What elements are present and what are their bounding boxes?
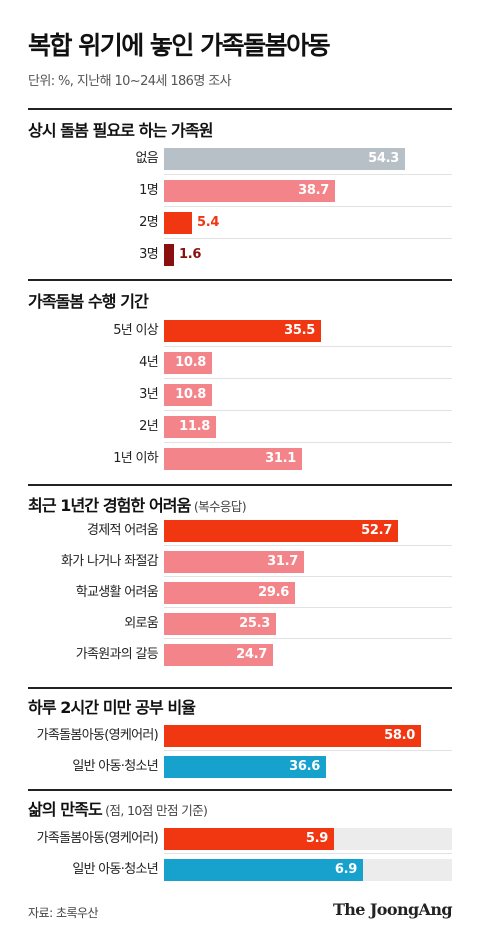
data-label: 10.8 [175,355,206,370]
bar [164,320,321,342]
row-separator [164,238,452,239]
section-divider [28,279,452,281]
section-divider [28,789,452,791]
data-label: 31.1 [265,451,296,466]
category-label: 없음 [135,151,158,166]
category-label: 3년 [139,387,159,402]
category-label: 가족돌봄아동(영케어러) [36,728,159,743]
data-label: 35.5 [284,323,315,338]
row-separator [164,545,452,546]
data-label: 29.6 [258,585,289,600]
row-separator [164,442,452,443]
section-divider [28,484,452,486]
bar [164,756,326,778]
section-title-text: 상시 돌봄 필요로 하는 가족원 [28,121,213,140]
data-label: 54.3 [368,151,399,166]
section-title: 삶의 만족도 (점, 10점 만점 기준) [28,796,208,820]
bar [164,180,335,202]
bar [164,828,334,850]
row-separator [164,576,452,577]
bar [164,859,363,881]
data-label: 10.8 [175,387,206,402]
section-note: (복수응답) [190,499,247,514]
row-separator [164,750,452,751]
data-label: 31.7 [267,554,298,569]
category-label: 일반 아동·청소년 [72,759,158,774]
row-separator [164,378,452,379]
row-separator [164,206,452,207]
row-separator [164,607,452,608]
section-title: 하루 2시간 미만 공부 비율 [28,694,196,718]
row-separator [164,346,452,347]
category-label: 3명 [139,247,159,262]
category-label: 가족원과의 갈등 [75,647,159,662]
bar [164,551,304,573]
data-label: 24.7 [236,647,267,662]
row-separator [164,853,452,854]
data-label: 36.6 [289,759,320,774]
bar [164,148,405,170]
category-label: 화가 나거나 좌절감 [61,554,159,569]
category-label: 2명 [139,215,159,230]
section-title-text: 하루 2시간 미만 공부 비율 [28,698,196,717]
bar [164,384,212,406]
bar [164,725,421,747]
category-label: 4년 [139,355,159,370]
section-title-text: 최근 1년간 경험한 어려움 [28,496,191,515]
category-label: 5년 이상 [113,323,158,338]
data-label: 58.0 [384,728,415,743]
category-label: 1명 [139,183,159,198]
data-label: 38.7 [298,183,329,198]
data-label: 6.9 [334,862,357,877]
section-divider [28,108,452,110]
category-label: 외로움 [124,616,158,631]
source-note: 자료: 초록우산 [28,906,99,920]
publisher-logo: The JoongAng [332,900,453,919]
chart-title: 복합 위기에 놓인 가족돌봄아동 [28,31,331,60]
data-label: 5.9 [305,831,328,846]
bar [164,416,216,438]
bar [164,352,212,374]
bar [164,448,302,470]
category-label: 학교생활 어려움 [75,585,159,600]
category-label: 일반 아동·청소년 [72,862,158,877]
section-title: 최근 1년간 경험한 어려움 (복수응답) [28,492,247,516]
section-title: 가족돌봄 수행 기간 [28,288,149,312]
category-label: 1년 이하 [113,451,158,466]
data-label: 11.8 [179,419,210,434]
bar [164,582,295,604]
bar [164,613,276,635]
row-separator [164,174,452,175]
data-label: 5.4 [197,215,220,230]
section-title-text: 삶의 만족도 [28,800,103,819]
data-label: 52.7 [361,523,392,538]
bar [164,520,398,542]
bar [164,244,174,266]
row-separator [164,410,452,411]
bar [164,644,273,666]
category-label: 가족돌봄아동(영케어러) [36,831,159,846]
bar [164,212,192,234]
section-divider [28,687,452,689]
data-label: 25.3 [239,616,270,631]
section-title-text: 가족돌봄 수행 기간 [28,292,149,311]
chart-subtitle: 단위: %, 지난해 10~24세 186명 조사 [28,74,232,89]
category-label: 2년 [139,419,159,434]
category-label: 경제적 어려움 [87,523,159,538]
data-label: 1.6 [179,247,202,262]
section-note: (점, 10점 만점 기준) [101,803,208,818]
row-separator [164,638,452,639]
section-title: 상시 돌봄 필요로 하는 가족원 [28,117,213,141]
